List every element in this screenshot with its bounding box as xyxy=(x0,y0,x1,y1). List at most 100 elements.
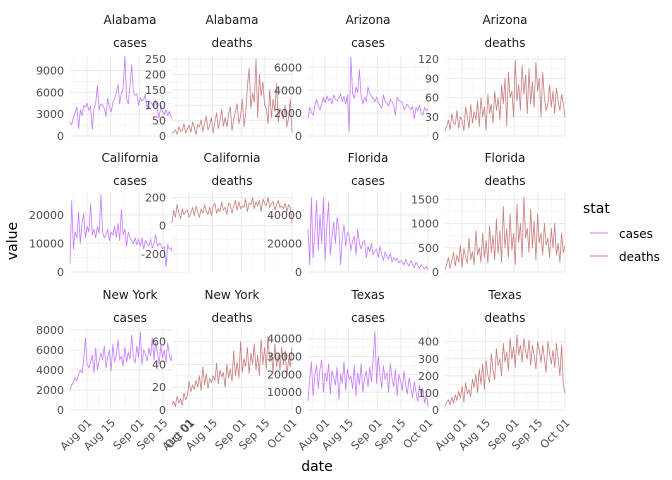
y-tick-label: 200 xyxy=(145,192,166,205)
y-tick-label: 6000 xyxy=(36,86,64,99)
series-line-deaths xyxy=(171,58,293,135)
strip-label-state: New York xyxy=(205,288,260,302)
series-line-cases xyxy=(307,331,429,407)
strip-label-state: California xyxy=(102,151,159,165)
y-tick-label: 30000 xyxy=(267,351,302,364)
legend-label-cases: cases xyxy=(619,227,653,241)
strip-label-state: Texas xyxy=(350,288,384,302)
strip-label-stat: cases xyxy=(351,174,385,188)
strip-label-state: Florida xyxy=(485,151,526,165)
y-tick-label: 200 xyxy=(418,370,439,383)
y-tick-label: 400 xyxy=(418,336,439,349)
strip-label-stat: cases xyxy=(113,36,147,50)
y-tick-label: 1500 xyxy=(411,193,439,206)
y-tick-label: 40000 xyxy=(267,333,302,346)
y-tick-label: 40000 xyxy=(267,209,302,222)
y-tick-label: 0 xyxy=(57,266,64,279)
y-tick-label: 0 xyxy=(295,130,302,143)
strip-label-state: Arizona xyxy=(345,13,390,27)
y-tick-label: 50 xyxy=(152,115,166,128)
y-tick-label: 8000 xyxy=(36,324,64,337)
series-line-cases xyxy=(69,194,191,268)
y-tick-label: 100 xyxy=(418,387,439,400)
strip-label-stat: deaths xyxy=(212,36,253,50)
y-tick-label: 4000 xyxy=(36,364,64,377)
y-tick-label: 0 xyxy=(159,130,166,143)
series-line-cases xyxy=(69,55,191,130)
y-tick-label: 0 xyxy=(432,130,439,143)
x-axis-title: date xyxy=(301,459,333,475)
y-tick-label: 150 xyxy=(145,84,166,97)
y-tick-label: 0 xyxy=(295,266,302,279)
panel-california-cases: 0 10000 20000 California cases xyxy=(29,151,191,279)
y-tick-label: 90 xyxy=(425,72,439,85)
y-tick-label: 500 xyxy=(418,242,439,255)
y-tick-label: 20000 xyxy=(29,209,64,222)
y-tick-label: 20000 xyxy=(267,368,302,381)
panel-arizona-deaths: 0 30 60 90 120 Arizona deaths xyxy=(418,13,566,143)
strip-label-stat: deaths xyxy=(485,174,526,188)
y-tick-label: 10000 xyxy=(267,386,302,399)
y-tick-label: 1000 xyxy=(411,218,439,231)
y-tick-label: 6000 xyxy=(274,61,302,74)
y-axis-title: value xyxy=(5,222,21,260)
panel-florida-deaths: 0 500 1000 1500 Florida deaths xyxy=(411,151,566,279)
x-tick-label: Oct 01 xyxy=(538,416,573,451)
y-tick-label: 0 xyxy=(159,404,166,417)
series-line-deaths xyxy=(444,196,566,270)
panel-background xyxy=(308,192,428,272)
strip-label-state: Alabama xyxy=(206,13,259,27)
y-tick-label: -200 xyxy=(141,248,166,261)
legend-title: stat xyxy=(583,201,610,217)
x-tick-label: Oct 01 xyxy=(401,416,436,451)
series-line-deaths xyxy=(444,60,566,132)
series-line-cases xyxy=(69,331,191,392)
panel-alabama-cases: 0 3000 6000 9000 Alabama cases xyxy=(36,13,191,143)
legend: stat cases deaths xyxy=(583,201,660,264)
panel-background xyxy=(70,56,190,136)
strip-label-stat: cases xyxy=(351,311,385,325)
panel-background xyxy=(70,192,190,272)
y-tick-label: 4000 xyxy=(274,84,302,97)
y-tick-label: 2000 xyxy=(36,384,64,397)
strip-label-state: New York xyxy=(103,288,158,302)
strip-label-stat: deaths xyxy=(485,311,526,325)
y-tick-label: 3000 xyxy=(36,108,64,121)
y-tick-label: 100 xyxy=(145,99,166,112)
strip-label-state: Florida xyxy=(348,151,389,165)
y-tick-label: 0 xyxy=(432,404,439,417)
series-line-deaths xyxy=(171,197,293,223)
y-tick-label: 0 xyxy=(57,130,64,143)
strip-label-stat: deaths xyxy=(485,36,526,50)
strip-label-state: Arizona xyxy=(482,13,527,27)
series-line-deaths xyxy=(171,335,293,408)
panel-background xyxy=(308,328,428,410)
panel-background xyxy=(445,56,565,136)
panel-background xyxy=(172,56,292,136)
y-tick-label: 30 xyxy=(425,111,439,124)
y-tick-label: 20 xyxy=(152,381,166,394)
series-line-deaths xyxy=(444,334,566,407)
y-tick-label: 0 xyxy=(432,266,439,279)
x-tick-label: Oct 01 xyxy=(265,416,300,451)
strip-label-stat: cases xyxy=(113,174,147,188)
y-tick-label: 10000 xyxy=(29,237,64,250)
panels-layer: 0300060009000Alabamacases050100150200250… xyxy=(29,13,573,453)
panel-alabama-deaths: 0 50 100 150 200 250 Alabama deaths xyxy=(145,13,293,143)
panel-florida-cases: 0 20000 40000 Florida cases xyxy=(267,151,429,279)
panel-arizona-cases: 0 2000 4000 6000 Arizona cases xyxy=(274,13,429,143)
strip-label-stat: cases xyxy=(113,311,147,325)
panel-background xyxy=(172,192,292,272)
y-tick-label: 40 xyxy=(152,358,166,371)
panel-background xyxy=(70,328,190,410)
y-tick-label: 20000 xyxy=(267,237,302,250)
series-line-cases xyxy=(307,197,429,271)
strip-label-state: California xyxy=(204,151,261,165)
panel-background xyxy=(308,56,428,136)
strip-label-state: Alabama xyxy=(104,13,157,27)
legend-label-deaths: deaths xyxy=(619,250,660,264)
strip-label-stat: deaths xyxy=(212,311,253,325)
y-tick-label: 60 xyxy=(425,92,439,105)
